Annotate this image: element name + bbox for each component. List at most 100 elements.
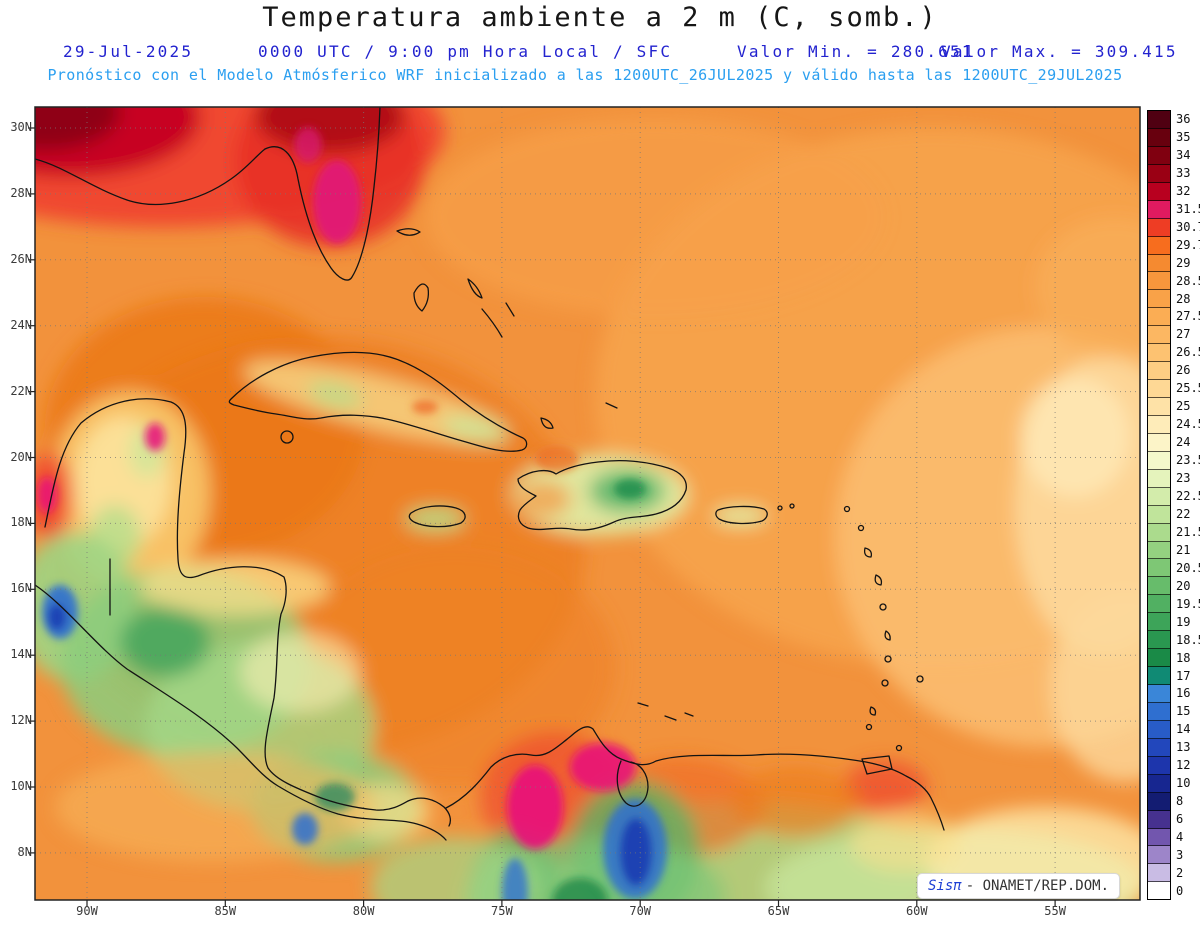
colorbar-swatch [1148, 702, 1170, 721]
colorbar-value-label: 0 [1176, 883, 1184, 898]
colorbar-swatch [1148, 631, 1170, 650]
model-info-line: Pronóstico con el Modelo Atmósferico WRF… [47, 66, 1123, 84]
colorbar-value-label: 14 [1176, 722, 1191, 737]
axis-ticks [28, 127, 1056, 907]
colorbar-value-label: 29.7 [1176, 237, 1200, 252]
isle-of-youth-outline [280, 430, 294, 444]
hispaniola-outline [517, 460, 687, 531]
colorbar-swatch [1148, 595, 1170, 614]
lat-tick-label: 20N [10, 449, 32, 464]
colorbar-swatch [1148, 380, 1170, 398]
colorbar-value-label: 27 [1176, 327, 1191, 342]
colorbar-swatch [1148, 415, 1170, 434]
colorbar-value-label: 31.5 [1176, 201, 1200, 216]
watermark-text: - ONAMET/REP.DOM. [965, 878, 1110, 894]
colorbar-value-label: 24 [1176, 435, 1191, 450]
colorbar-value-label: 16 [1176, 686, 1191, 701]
colorbar-value-label: 18.5 [1176, 632, 1200, 647]
colorbar-value-label: 22 [1176, 506, 1191, 521]
lat-tick-label: 30N [10, 120, 32, 134]
colorbar-swatch [1148, 864, 1170, 883]
colorbar-swatch-column [1147, 110, 1171, 900]
colorbar-value-label: 20 [1176, 578, 1191, 593]
colorbar-value-label: 30.7 [1176, 219, 1200, 234]
colorbar-swatch [1148, 308, 1170, 327]
colorbar-value-label: 6 [1176, 812, 1184, 827]
colorbar-value-label: 33 [1176, 165, 1191, 180]
colorbar-swatch [1148, 774, 1170, 793]
temperature-extremes [37, 127, 667, 900]
colorbar-swatch [1148, 344, 1170, 363]
colorbar-label-column: 363534333231.530.729.72928.52827.52726.5… [1176, 110, 1200, 900]
colorbar-swatch [1148, 559, 1170, 578]
watermark-brand: Sisπ [928, 878, 962, 894]
colorbar-swatch [1148, 792, 1170, 811]
colorbar-swatch [1148, 649, 1170, 668]
colorbar-value-label: 25 [1176, 399, 1191, 414]
colorbar-swatch [1148, 272, 1170, 291]
colorbar-swatch [1148, 236, 1170, 255]
colorbar-value-label: 18 [1176, 650, 1191, 665]
colorbar-value-label: 4 [1176, 830, 1184, 845]
colorbar-swatch [1148, 362, 1170, 381]
colorbar-value-label: 17 [1176, 668, 1191, 683]
lake-maracaibo-outline [616, 760, 649, 807]
lat-tick-label: 8N [17, 844, 32, 859]
colorbar-swatch [1148, 326, 1170, 345]
lon-tick-label: 80W [352, 904, 375, 918]
colorbar-swatch [1148, 200, 1170, 219]
lat-tick-label: 10N [10, 779, 32, 793]
colorbar-swatch [1148, 613, 1170, 632]
colorbar-swatch [1148, 577, 1170, 596]
colorbar-value-label: 23.5 [1176, 453, 1200, 468]
page-title: Temperatura ambiente a 2 m (C, somb.) [262, 2, 938, 33]
lat-tick-label: 18N [10, 515, 32, 530]
colorbar-value-label: 32 [1176, 183, 1191, 198]
lon-tick-label: 75W [491, 904, 513, 918]
jamaica-outline [408, 505, 466, 528]
colorbar-value-label: 20.5 [1176, 560, 1200, 575]
colorbar-value-label: 25.5 [1176, 381, 1200, 396]
colorbar-swatch [1148, 290, 1170, 309]
colorbar-swatch [1148, 882, 1170, 900]
lesser-antilles-outlines [637, 503, 924, 775]
forecast-date: 29-Jul-2025 [63, 42, 194, 61]
colorbar-swatch [1148, 128, 1170, 147]
lat-tick-label: 22N [10, 383, 32, 398]
puerto-rico-outline [715, 505, 768, 525]
colorbar-value-label: 26 [1176, 363, 1191, 378]
colorbar-value-label: 24.5 [1176, 417, 1200, 432]
pacific-coastline [35, 584, 447, 841]
colorbar-swatch [1148, 218, 1170, 237]
colorbar-value-label: 15 [1176, 704, 1191, 719]
colorbar-value-label: 8 [1176, 794, 1184, 809]
colorbar-value-label: 10 [1176, 776, 1191, 791]
gulf-coastline [35, 148, 266, 206]
colorbar-value-label: 36 [1176, 111, 1191, 126]
valor-max-label: Valor Max. = 309.415 [941, 42, 1178, 61]
colorbar-swatch [1148, 254, 1170, 273]
colorbar-value-label: 3 [1176, 848, 1184, 863]
colorbar-swatch [1148, 541, 1170, 560]
colorbar-swatch [1148, 846, 1170, 865]
south-america-coastline [445, 726, 945, 831]
colorbar-value-label: 12 [1176, 758, 1191, 773]
forecast-time: 0000 UTC / 9:00 pm Hora Local / SFC [258, 42, 673, 61]
colorbar-value-label: 28 [1176, 291, 1191, 306]
colorbar-value-label: 29 [1176, 255, 1191, 270]
lat-tick-label: 28N [10, 185, 32, 200]
colorbar-value-label: 21 [1176, 542, 1191, 557]
colorbar-swatch [1148, 182, 1170, 201]
colorbar-swatch [1148, 451, 1170, 470]
colorbar-swatch [1148, 398, 1170, 416]
map-border [34, 106, 1141, 901]
cuba-outline [228, 351, 528, 452]
colorbar-value-label: 21.5 [1176, 524, 1200, 539]
colorbar-swatch [1148, 111, 1170, 129]
colorbar-swatch [1148, 828, 1170, 847]
yucatan-central-america-coastline [44, 398, 451, 827]
watermark-badge: Sisπ - ONAMET/REP.DOM. [917, 873, 1121, 899]
colorbar-swatch [1148, 469, 1170, 488]
colorbar-value-label: 19 [1176, 614, 1191, 629]
